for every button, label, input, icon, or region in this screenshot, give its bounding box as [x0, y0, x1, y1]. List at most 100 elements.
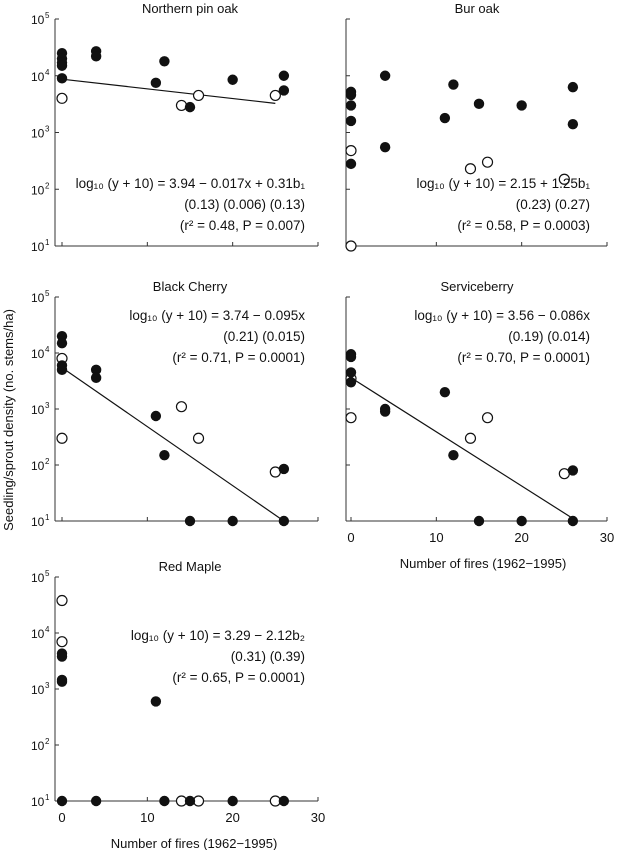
data-point-filled — [56, 337, 68, 349]
panel-bur-oak: Bur oak log₁₀ (y + 10) = 2.15 + 1.25b₁ (0.… — [345, 1, 608, 252]
y-tick-label: 10 — [31, 291, 45, 305]
data-point-filled — [150, 696, 162, 707]
data-point-open — [56, 432, 68, 444]
regression-equation-line: log₁₀ (y + 10) = 3.56 − 0.086x — [414, 308, 590, 323]
regression-equation-line: (0.13) (0.006) (0.13) — [184, 197, 305, 212]
data-point-open — [56, 594, 68, 607]
data-point-filled — [379, 142, 391, 153]
data-point-open — [56, 636, 68, 648]
data-point-open — [481, 412, 494, 424]
data-point-filled — [345, 89, 357, 101]
y-tick-exponent: 4 — [45, 345, 50, 354]
y-tick-label: 10 — [31, 515, 45, 529]
data-point-filled — [567, 119, 579, 130]
data-point-open — [345, 240, 357, 252]
data-point-open — [558, 173, 570, 185]
data-point-open — [481, 156, 494, 168]
data-point-filled — [516, 100, 527, 111]
y-tick-label: 10 — [31, 183, 45, 197]
data-point-filled — [278, 795, 290, 807]
data-point-filled — [227, 795, 238, 807]
data-point-filled — [184, 101, 196, 113]
regression-equation-line: (0.31) (0.39) — [231, 649, 305, 664]
regression-equation-line: (0.21) (0.015) — [223, 329, 305, 344]
y-tick-label: 10 — [31, 240, 45, 254]
regression-line — [350, 377, 574, 519]
data-point-filled — [345, 100, 357, 111]
data-point-filled — [159, 449, 170, 461]
data-point-open — [192, 432, 205, 444]
data-point-filled — [345, 351, 357, 363]
y-tick-label: 10 — [31, 13, 45, 27]
y-tick-label: 10 — [31, 739, 45, 753]
data-point-open — [464, 163, 477, 175]
y-tick-exponent: 4 — [45, 68, 50, 77]
x-tick-label: 30 — [600, 530, 614, 545]
y-tick-exponent: 2 — [45, 737, 50, 746]
data-point-filled — [473, 515, 485, 527]
data-point-filled — [227, 515, 238, 527]
y-tick-label: 10 — [31, 347, 45, 361]
panel-serviceberry: Serviceberry 0 10 20 30 Number of fires (1962… — [345, 279, 614, 571]
panel-title: Serviceberry — [441, 279, 514, 294]
regression-equation-line: log₁₀ (y + 10) = 3.94 − 0.017x + 0.31b₁ — [76, 176, 306, 191]
y-tick-exponent: 2 — [45, 181, 50, 190]
data-point-filled — [150, 77, 162, 89]
data-point-open — [192, 89, 205, 102]
data-point-filled — [379, 406, 391, 417]
regression-equation-line: log₁₀ (y + 10) = 3.29 − 2.12b₂ — [131, 628, 305, 643]
data-point-filled — [345, 158, 357, 170]
x-tick-label: 0 — [58, 810, 65, 825]
regression-equation-line: (r² = 0.58, P = 0.0003) — [457, 218, 590, 233]
data-point-filled — [439, 386, 451, 398]
y-tick-exponent: 5 — [45, 569, 50, 578]
regression-equation-line: (0.19) (0.014) — [508, 329, 590, 344]
data-point-filled — [56, 795, 68, 807]
y-tick-label: 10 — [31, 683, 45, 697]
y-tick-exponent: 5 — [45, 11, 50, 20]
x-tick-label: 0 — [347, 530, 354, 545]
data-point-filled — [56, 651, 68, 662]
panel-title: Red Maple — [159, 559, 222, 574]
y-tick-exponent: 5 — [45, 289, 50, 298]
regression-equation-line: (r² = 0.70, P = 0.0001) — [457, 350, 590, 365]
data-point-open — [56, 92, 68, 104]
panel-title: Black Cherry — [153, 279, 228, 294]
data-point-open — [345, 144, 357, 157]
x-tick-label: 10 — [140, 810, 154, 825]
y-tick-label: 10 — [31, 571, 45, 585]
y-tick-exponent: 4 — [45, 625, 50, 634]
y-axis-label: Seedling/sprout density (no. stems/ha) — [1, 309, 16, 531]
data-point-filled — [159, 56, 170, 67]
data-point-filled — [278, 515, 290, 527]
data-point-open — [175, 401, 188, 413]
data-point-filled — [278, 463, 290, 475]
y-tick-label: 10 — [31, 627, 45, 641]
regression-equation-line: log₁₀ (y + 10) = 2.15 + 1.25b₁ — [417, 176, 591, 191]
data-point-filled — [345, 377, 357, 388]
data-point-filled — [278, 70, 290, 81]
data-point-filled — [473, 98, 485, 110]
regression-line — [61, 367, 285, 522]
data-point-filled — [345, 367, 357, 378]
y-tick-label: 10 — [31, 70, 45, 84]
data-point-filled — [159, 795, 170, 807]
data-point-filled — [56, 60, 68, 71]
data-point-filled — [439, 112, 451, 124]
x-axis-label: Number of fires (1962−1995) — [400, 556, 567, 571]
data-point-open — [464, 432, 477, 444]
regression-equation-line: (r² = 0.71, P = 0.0001) — [172, 350, 305, 365]
data-point-filled — [56, 364, 68, 376]
data-point-filled — [184, 515, 196, 527]
y-tick-exponent: 1 — [45, 793, 50, 802]
data-point-filled — [379, 70, 391, 81]
regression-line — [61, 78, 276, 104]
data-point-filled — [227, 74, 238, 85]
data-point-open — [175, 99, 188, 112]
data-point-filled — [567, 515, 579, 527]
y-tick-exponent: 1 — [45, 238, 50, 247]
y-tick-exponent: 3 — [45, 125, 50, 134]
